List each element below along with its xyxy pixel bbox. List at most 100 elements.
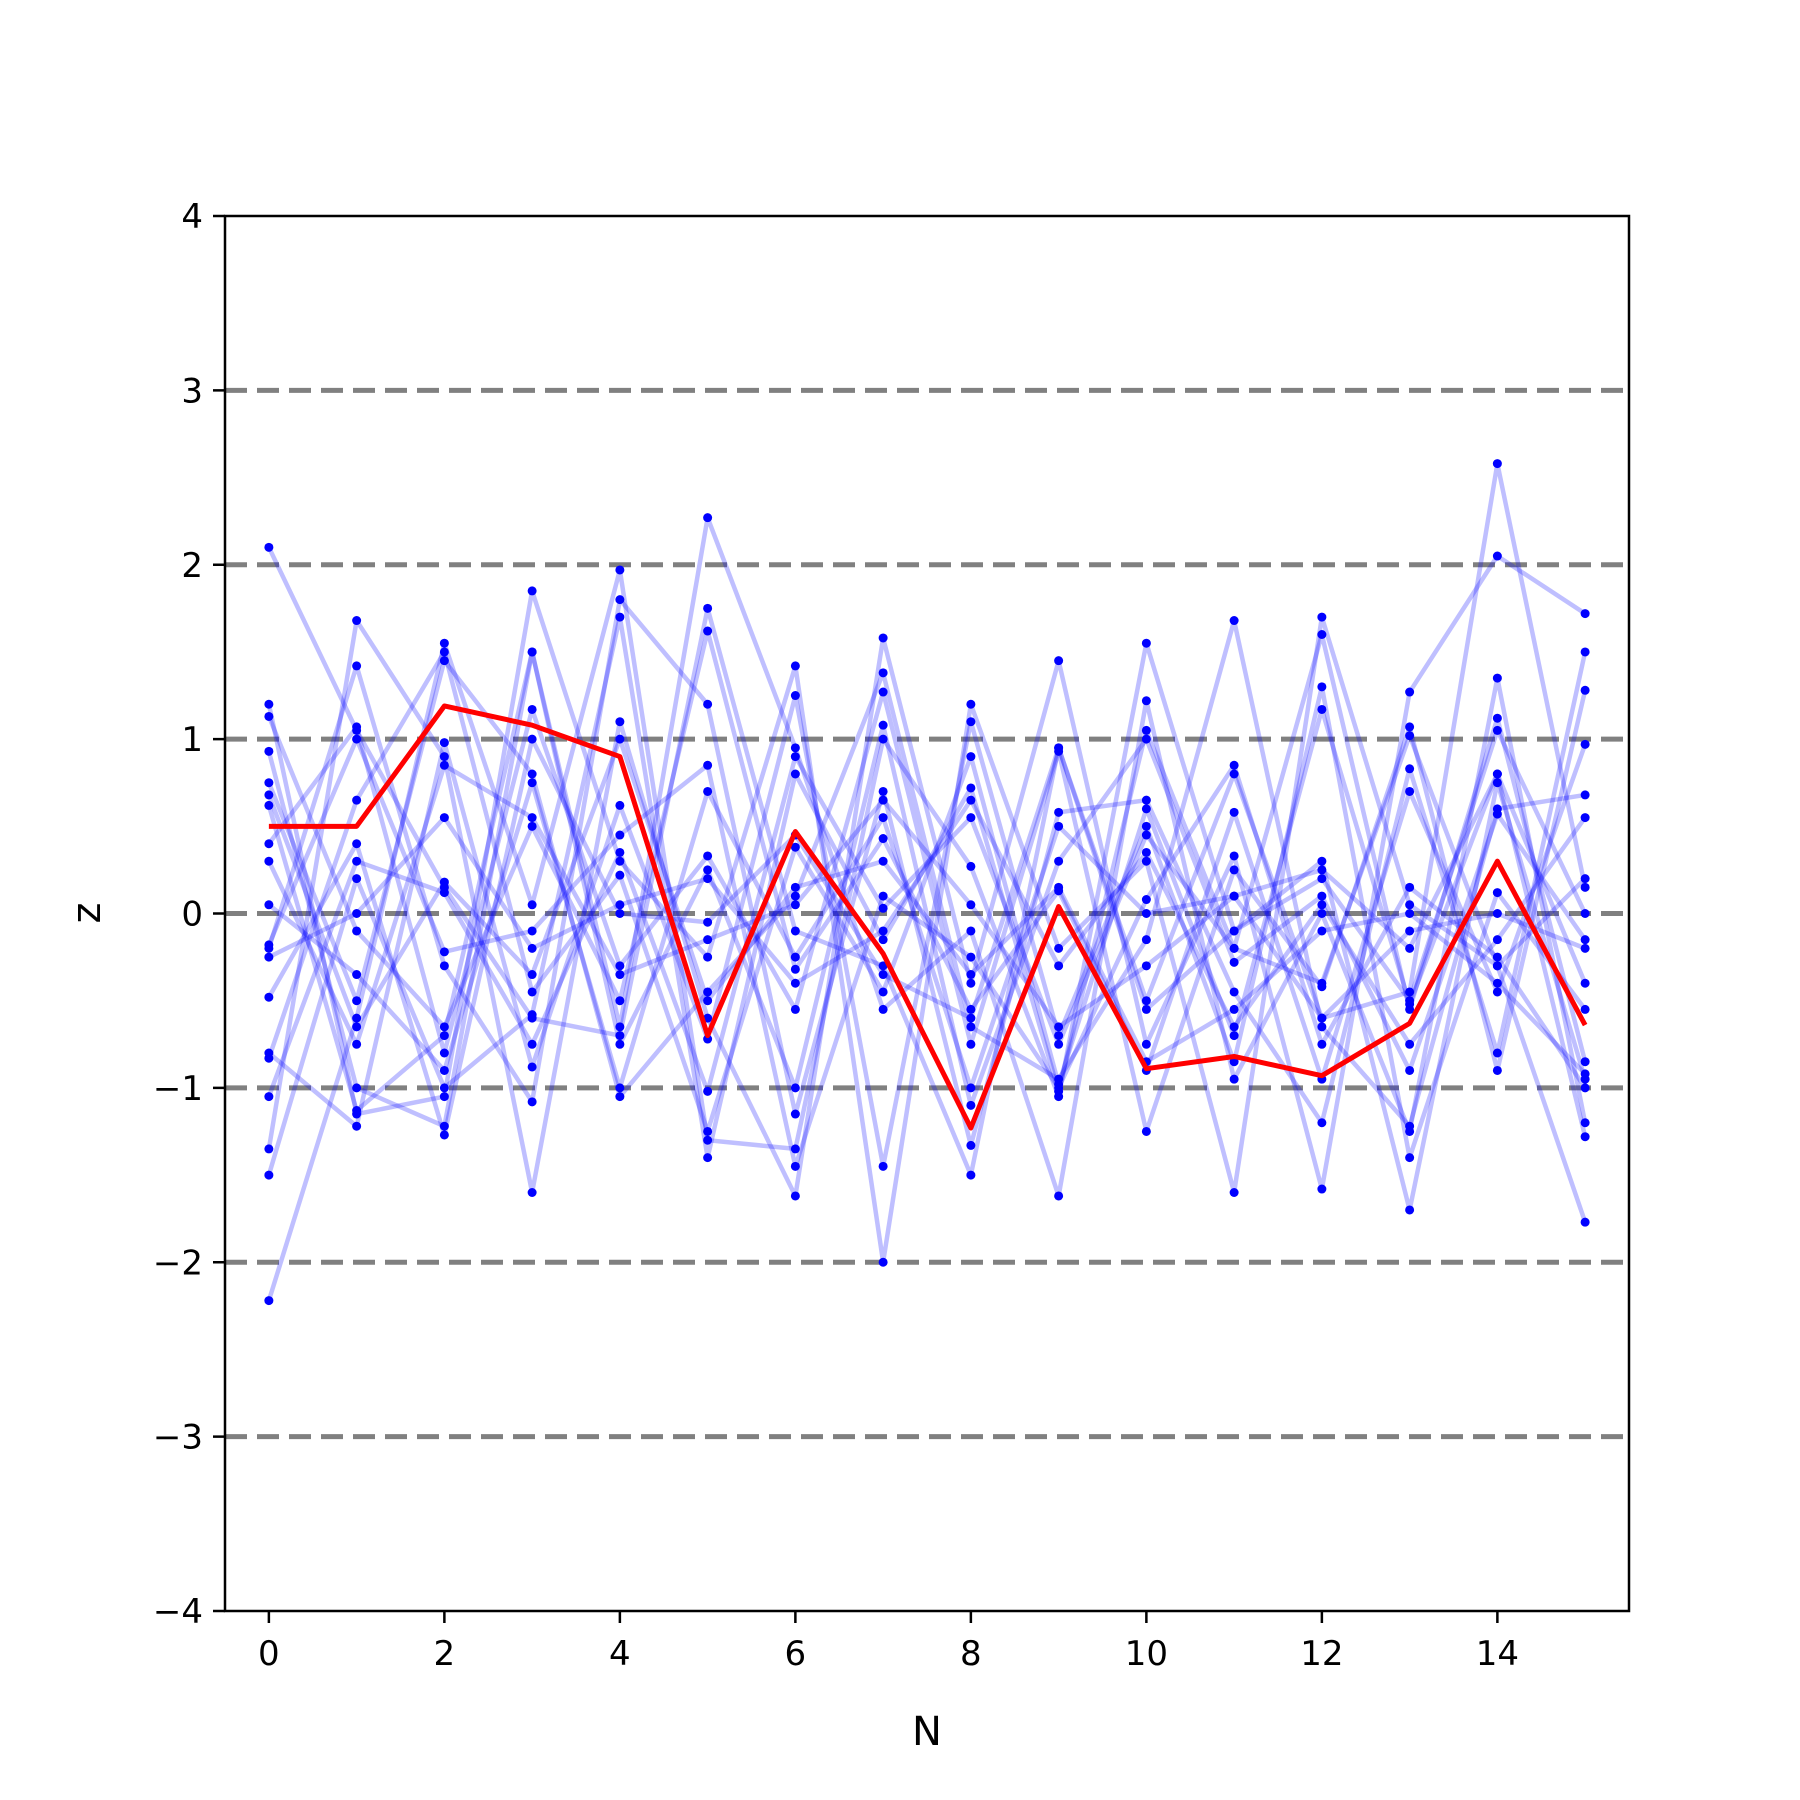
x-tick-label: 6 <box>785 1634 807 1674</box>
sample-point <box>1141 696 1151 706</box>
sample-point <box>615 996 625 1006</box>
sample-point <box>615 847 625 857</box>
sample-point <box>1317 909 1327 918</box>
sample-series-line <box>267 780 1586 1091</box>
sample-point <box>615 1092 625 1102</box>
sample-point <box>1492 551 1502 561</box>
sample-point <box>1054 1031 1064 1041</box>
sample-point <box>1580 790 1590 800</box>
sample-point <box>790 952 800 962</box>
sample-point <box>1580 1132 1590 1142</box>
sample-point <box>703 1034 713 1044</box>
sample-point <box>1492 1065 1502 1075</box>
sample-point <box>439 1130 449 1140</box>
y-tick-label: 2 <box>181 546 203 586</box>
sample-series-markers <box>264 459 1590 1306</box>
reference-lines <box>225 387 1629 1440</box>
sample-point <box>878 987 888 997</box>
sample-point <box>1405 764 1415 774</box>
sample-point <box>790 926 800 936</box>
sample-point <box>527 1062 537 1072</box>
sample-point <box>790 1004 800 1014</box>
sample-point <box>527 734 537 744</box>
sample-series-line <box>267 797 1587 1047</box>
sample-point <box>1229 1022 1239 1032</box>
sample-point <box>1141 1126 1151 1136</box>
sample-point <box>352 722 362 732</box>
x-tick-label: 12 <box>1300 1634 1343 1674</box>
sample-point <box>615 1083 625 1093</box>
sample-point <box>439 656 449 666</box>
sample-point <box>878 720 888 730</box>
sample-point <box>878 891 888 901</box>
sample-point <box>352 926 362 936</box>
sample-point <box>966 1170 976 1180</box>
sample-point <box>966 795 976 805</box>
sample-point <box>615 734 625 744</box>
sample-point <box>790 1109 800 1119</box>
y-tick-label: −4 <box>153 1592 203 1632</box>
sample-point <box>703 626 713 636</box>
sample-point <box>615 595 625 605</box>
sample-point <box>1492 713 1502 723</box>
sample-point <box>1405 1205 1415 1215</box>
sample-point <box>264 746 274 756</box>
sample-point <box>615 856 625 866</box>
sample-point <box>615 870 625 880</box>
sample-point <box>527 1039 537 1049</box>
sample-series-line <box>266 628 1588 1082</box>
sample-point <box>790 743 800 753</box>
sample-point <box>1405 987 1415 997</box>
sample-point <box>1054 882 1064 892</box>
sample-point <box>1492 935 1502 945</box>
x-tick-label: 0 <box>258 1634 280 1674</box>
sample-series-line <box>267 684 1587 1169</box>
sample-point <box>790 752 800 762</box>
sample-point <box>703 865 713 875</box>
sample-series-line <box>266 553 1587 1199</box>
sample-point <box>264 992 274 1002</box>
sample-point <box>1317 682 1327 692</box>
sample-point <box>703 996 713 1006</box>
x-tick-label: 2 <box>434 1634 456 1674</box>
sample-series-line <box>266 733 1587 1098</box>
highlight-series-line <box>268 703 1588 1131</box>
sample-point <box>1317 865 1327 875</box>
sample-point <box>790 882 800 892</box>
sample-point <box>1229 891 1239 901</box>
sample-point <box>264 856 274 866</box>
sample-series-line <box>266 649 1587 1113</box>
sample-series-line <box>266 728 1588 1138</box>
sample-series-lines <box>266 461 1588 1302</box>
sample-point <box>1054 943 1064 953</box>
sample-point <box>527 987 537 997</box>
sample-point <box>1141 821 1151 831</box>
sample-point <box>439 752 449 762</box>
sample-point <box>790 964 800 974</box>
sample-series-line <box>266 649 1588 1138</box>
sample-point <box>264 1092 274 1102</box>
sample-point <box>352 909 362 918</box>
sample-point <box>1141 909 1151 918</box>
sample-point <box>1492 778 1502 788</box>
sample-point <box>615 1022 625 1032</box>
sample-point <box>1141 734 1151 744</box>
sample-point <box>1405 1121 1415 1131</box>
sample-point <box>1405 926 1415 936</box>
sample-point <box>703 1126 713 1136</box>
sample-point <box>615 717 625 727</box>
sample-point <box>790 1161 800 1171</box>
sample-point <box>264 839 274 849</box>
sample-point <box>439 647 449 657</box>
sample-point <box>703 1086 713 1096</box>
sample-point <box>1141 1039 1151 1049</box>
sample-point <box>1580 1083 1590 1093</box>
sample-point <box>1405 900 1415 910</box>
sample-point <box>1229 616 1239 626</box>
sample-point <box>615 830 625 840</box>
sample-point <box>703 786 713 796</box>
sample-point <box>1580 739 1590 749</box>
sample-point <box>439 1022 449 1032</box>
sample-point <box>1492 952 1502 962</box>
sample-point <box>966 783 976 793</box>
